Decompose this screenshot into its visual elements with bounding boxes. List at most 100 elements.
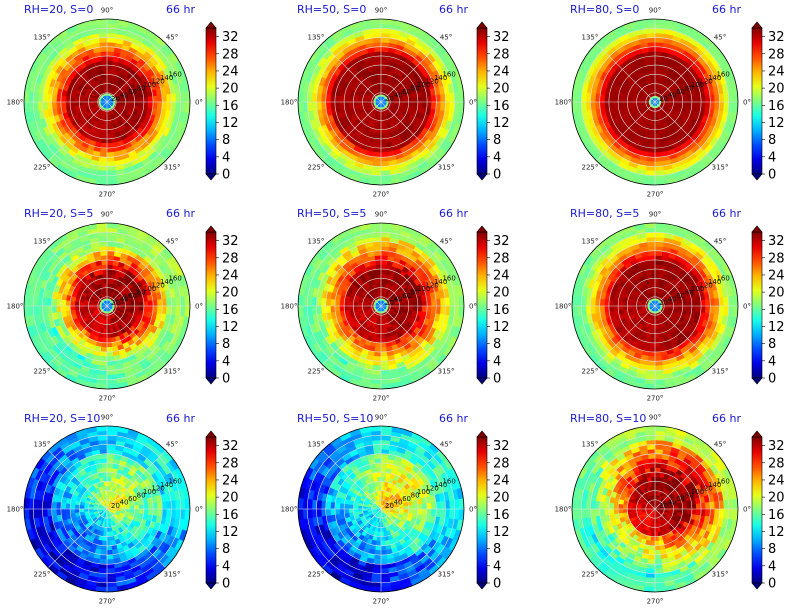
heatmap-cell <box>148 300 153 306</box>
heatmap-cell <box>102 139 107 144</box>
heatmap-cell <box>600 102 605 109</box>
heatmap-cell <box>344 97 349 102</box>
heatmap-cell <box>363 304 368 306</box>
heatmap-cell <box>144 102 149 107</box>
heatmap-cell <box>650 139 655 144</box>
heatmap-cell <box>89 100 94 102</box>
heatmap-cell <box>144 97 149 102</box>
heatmap-cell <box>340 102 345 107</box>
heatmap-cell <box>100 152 107 157</box>
heatmap-cell <box>655 61 660 66</box>
angle-tick-label: 315° <box>164 368 181 376</box>
heatmap-cell <box>107 139 112 144</box>
heatmap-cell <box>710 94 715 102</box>
heatmap-cell <box>107 148 114 153</box>
heatmap-cell <box>107 265 112 270</box>
heatmap-cell <box>153 299 158 306</box>
heatmap-cell <box>56 306 61 313</box>
radial-tick-label: 160 <box>442 274 455 282</box>
angle-tick-label: 90° <box>375 211 387 219</box>
angle-tick-label: 90° <box>101 7 113 15</box>
heatmap-cell <box>84 99 89 102</box>
heatmap-cell <box>61 102 66 108</box>
heatmap-cell <box>399 306 404 309</box>
angle-tick-label: 270° <box>99 395 116 403</box>
heatmap-cell <box>101 347 107 352</box>
heatmap-cell <box>381 51 388 56</box>
heatmap-cell <box>427 102 432 109</box>
colorbar-extend-min <box>477 378 487 384</box>
heatmap-cell <box>103 329 107 334</box>
heatmap-cell <box>655 288 657 293</box>
heatmap-cell <box>614 102 619 107</box>
heatmap-cell <box>623 302 628 306</box>
colorbar-tick-label: 20 <box>768 82 785 97</box>
heatmap-cell <box>648 51 655 56</box>
heatmap-cell <box>162 102 167 110</box>
heatmap-cell <box>651 333 655 338</box>
angle-tick-label: 270° <box>373 191 390 199</box>
colorbar-tick-label: 16 <box>493 99 510 114</box>
heatmap-cell <box>374 255 381 260</box>
heatmap-cell <box>47 102 52 110</box>
heatmap-cell <box>655 65 660 70</box>
heatmap-cell <box>381 79 384 84</box>
colorbar-gradient <box>752 28 762 174</box>
heatmap-cell <box>381 352 388 357</box>
angle-tick-label: 225° <box>308 164 325 172</box>
colorbar-tick-label: 28 <box>222 251 239 266</box>
heatmap-cell <box>121 306 126 308</box>
heatmap-cell <box>379 116 381 121</box>
heatmap-cell <box>47 94 52 102</box>
heatmap-cell <box>431 95 436 102</box>
heatmap-cell <box>84 303 89 306</box>
heatmap-cell <box>655 152 662 157</box>
angle-tick-label: 225° <box>34 368 51 376</box>
heatmap-cell <box>144 301 149 306</box>
heatmap-cell <box>321 298 326 306</box>
heatmap-cell <box>349 302 354 306</box>
heatmap-cell <box>107 269 112 274</box>
heatmap-cell <box>609 102 614 108</box>
heatmap-cell <box>655 274 659 279</box>
heatmap-cell <box>376 338 381 343</box>
colorbar-tick-label: 0 <box>493 372 501 387</box>
heatmap-cell <box>335 306 340 312</box>
heatmap-cell <box>66 301 71 306</box>
heatmap-cell <box>376 265 381 270</box>
heatmap-cell <box>381 251 388 256</box>
heatmap-cell <box>100 51 107 56</box>
heatmap-cell <box>107 51 114 56</box>
colorbar-tick-label: 28 <box>493 47 510 62</box>
heatmap-cell <box>349 98 354 102</box>
heatmap-cell <box>107 278 111 283</box>
heatmap-cell <box>107 70 111 75</box>
colorbar-extend-max <box>752 22 762 28</box>
heatmap-cell <box>650 61 655 66</box>
heatmap-cell <box>157 102 162 109</box>
colorbar-gradient <box>206 28 216 174</box>
heatmap-cell <box>321 306 326 314</box>
heatmap-cell <box>144 306 149 311</box>
panel-title: RH=50, S=5 <box>297 207 366 220</box>
heatmap-cell <box>647 42 655 47</box>
heatmap-cell <box>376 134 381 139</box>
heatmap-cell <box>373 361 381 366</box>
angle-tick-label: 315° <box>438 368 455 376</box>
heatmap-cell <box>100 251 107 256</box>
colorbar-tick-label: 24 <box>493 64 510 79</box>
heatmap-cell <box>107 347 113 352</box>
colorbar-tick-label: 24 <box>768 64 785 79</box>
colorbar-tick-label: 24 <box>222 268 239 283</box>
heatmap-cell <box>381 70 385 75</box>
colorbar-extend-min <box>206 174 216 180</box>
heatmap-cell <box>363 100 368 102</box>
heatmap-cell <box>623 98 628 102</box>
heatmap-cell <box>374 356 381 361</box>
heatmap-cell <box>153 95 158 102</box>
heatmap-cell <box>381 61 386 66</box>
heatmap-cell <box>404 306 409 310</box>
heatmap-cell <box>381 152 388 157</box>
panel-time-label: 66 hr <box>166 3 195 16</box>
colorbar-tick-label: 8 <box>222 337 230 352</box>
